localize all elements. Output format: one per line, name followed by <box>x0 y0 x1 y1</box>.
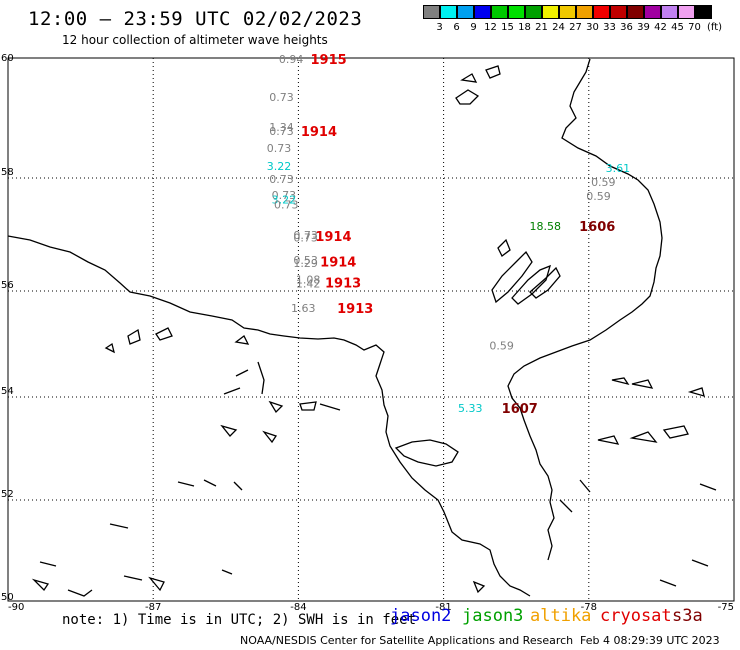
longitude-label: -78 <box>581 602 597 613</box>
colorbar-swatch <box>525 5 542 19</box>
latitude-label: 56 <box>1 280 14 291</box>
colorbar-swatch <box>440 5 457 19</box>
wave-height-value: 1.08 <box>296 274 321 287</box>
wave-height-value: 0.73 <box>293 229 318 242</box>
colorbar-swatch <box>695 5 712 19</box>
pass-time-label: 1913 <box>325 277 361 292</box>
colorbar-swatch <box>576 5 593 19</box>
wave-height-value: 3.22 <box>272 193 297 206</box>
satellite-legend-entry: cryosat <box>600 606 672 626</box>
latitude-label: 54 <box>1 386 14 397</box>
credit-text: NOAA/NESDIS Center for Satellite Applica… <box>240 634 574 647</box>
observation-labels: 0.940.731.340.730.733.220.730.733.220.73… <box>267 53 630 417</box>
colorbar-swatch <box>559 5 576 19</box>
coastline <box>7 58 717 597</box>
colorbar-swatch <box>423 5 440 19</box>
wave-height-value: 0.73 <box>272 189 297 202</box>
map-frame <box>7 57 735 602</box>
longitude-label: -87 <box>145 602 161 613</box>
map-title: 12:00 — 23:59 UTC 02/02/2023 <box>28 8 363 30</box>
latitude-label: 60 <box>1 53 14 64</box>
wave-height-value: 0.53 <box>293 254 318 267</box>
longitude-label: -90 <box>8 602 24 613</box>
wave-height-value: 3.61 <box>606 162 631 175</box>
colorbar-swatch <box>644 5 661 19</box>
satellite-legend-entry: altika <box>530 606 592 626</box>
colorbar-tick-label: 42 <box>654 22 667 33</box>
colorbar-tick-label: 18 <box>518 22 531 33</box>
colorbar-tick-label: 70 <box>688 22 701 33</box>
wave-height-value: 0.73 <box>269 125 294 138</box>
colorbar-tick-label: 30 <box>586 22 599 33</box>
colorbar-swatch <box>457 5 474 19</box>
latitude-label: 52 <box>1 489 14 500</box>
wave-height-value: 1.34 <box>269 121 294 134</box>
wave-height-value: 5.33 <box>458 402 483 415</box>
latitude-label: 50 <box>1 592 14 603</box>
colorbar-swatch <box>593 5 610 19</box>
units-note: note: 1) Time is in UTC; 2) SWH is in fe… <box>62 612 417 628</box>
wave-height-value: 18.58 <box>529 220 561 233</box>
colorbar-swatch <box>491 5 508 19</box>
colorbar-unit: (ft) <box>707 22 723 33</box>
wave-height-value: 1.42 <box>296 278 321 291</box>
longitude-label: -84 <box>290 602 306 613</box>
lat-lon-grid: 60 58 56 54 52 50-90 -87 -84 -81 -78 -75 <box>1 53 734 613</box>
colorbar-swatch <box>508 5 525 19</box>
wave-height-value: 1.63 <box>291 302 316 315</box>
wave-height-value: 0.59 <box>489 340 514 353</box>
wave-height-value: 0.73 <box>269 173 294 186</box>
colorbar-tick-label: 15 <box>501 22 514 33</box>
colorbar-tick-label: 33 <box>603 22 616 33</box>
wave-height-value: 1.29 <box>293 257 318 270</box>
longitude-label: -75 <box>718 602 734 613</box>
colorbar-tick-label: 36 <box>620 22 633 33</box>
satellite-legend-entry: jason2 <box>390 606 452 626</box>
latitude-label: 58 <box>1 167 14 178</box>
pass-time-label: 1915 <box>311 53 347 68</box>
pass-time-label: 1607 <box>502 402 538 417</box>
wave-height-value: 0.94 <box>279 53 304 66</box>
wave-height-value: 0.59 <box>586 190 611 203</box>
colorbar-swatch <box>661 5 678 19</box>
colorbar-tick-label: 45 <box>671 22 684 33</box>
longitude-label: -81 <box>435 602 451 613</box>
wave-height-value: 0.59 <box>591 176 616 189</box>
colorbar-tick-label: 24 <box>552 22 565 33</box>
colorbar-tick-label: 39 <box>637 22 650 33</box>
colorbar-swatch <box>474 5 491 19</box>
wave-height-value: 0.73 <box>274 199 299 212</box>
wave-height-value: 3.22 <box>267 160 292 173</box>
colorbar-swatch <box>627 5 644 19</box>
pass-time-label: 1914 <box>301 125 337 140</box>
wave-height-value: 0.73 <box>293 231 318 244</box>
wave-height-value: 0.73 <box>269 91 294 104</box>
colorbar-tick-label: 6 <box>453 22 460 33</box>
pass-time-label: 1913 <box>337 302 373 317</box>
wave-height-value: 0.73 <box>267 142 292 155</box>
pass-time-label: 1606 <box>579 220 615 235</box>
generated-timestamp: Feb 4 08:29:39 UTC 2023 <box>580 634 720 647</box>
colorbar-tick-label: 9 <box>470 22 477 33</box>
colorbar-swatch <box>678 5 695 19</box>
pass-time-label: 1914 <box>315 230 351 245</box>
colorbar-tick-label: 21 <box>535 22 548 33</box>
satellite-legend-entry: jason3 <box>462 606 524 626</box>
colorbar-swatch <box>542 5 559 19</box>
colorbar-tick-label: 27 <box>569 22 582 33</box>
pass-time-label: 1914 <box>320 256 356 271</box>
colorbar-tick-label: 12 <box>484 22 497 33</box>
satellite-legend-entry: s3a <box>672 606 703 626</box>
colorbar-swatch <box>610 5 627 19</box>
colorbar-tick-label: 3 <box>436 22 443 33</box>
map-subtitle: 12 hour collection of altimeter wave hei… <box>62 33 328 47</box>
